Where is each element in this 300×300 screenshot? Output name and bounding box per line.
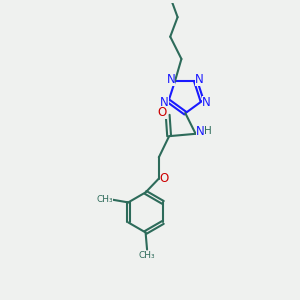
Text: O: O	[160, 172, 169, 185]
Text: N: N	[196, 125, 204, 138]
Text: CH₃: CH₃	[96, 195, 113, 204]
Text: N: N	[202, 96, 210, 109]
Text: O: O	[158, 106, 167, 118]
Text: H: H	[204, 126, 212, 136]
Text: N: N	[160, 96, 169, 109]
Text: N: N	[167, 73, 176, 86]
Text: N: N	[195, 73, 204, 86]
Text: CH₃: CH₃	[139, 251, 155, 260]
